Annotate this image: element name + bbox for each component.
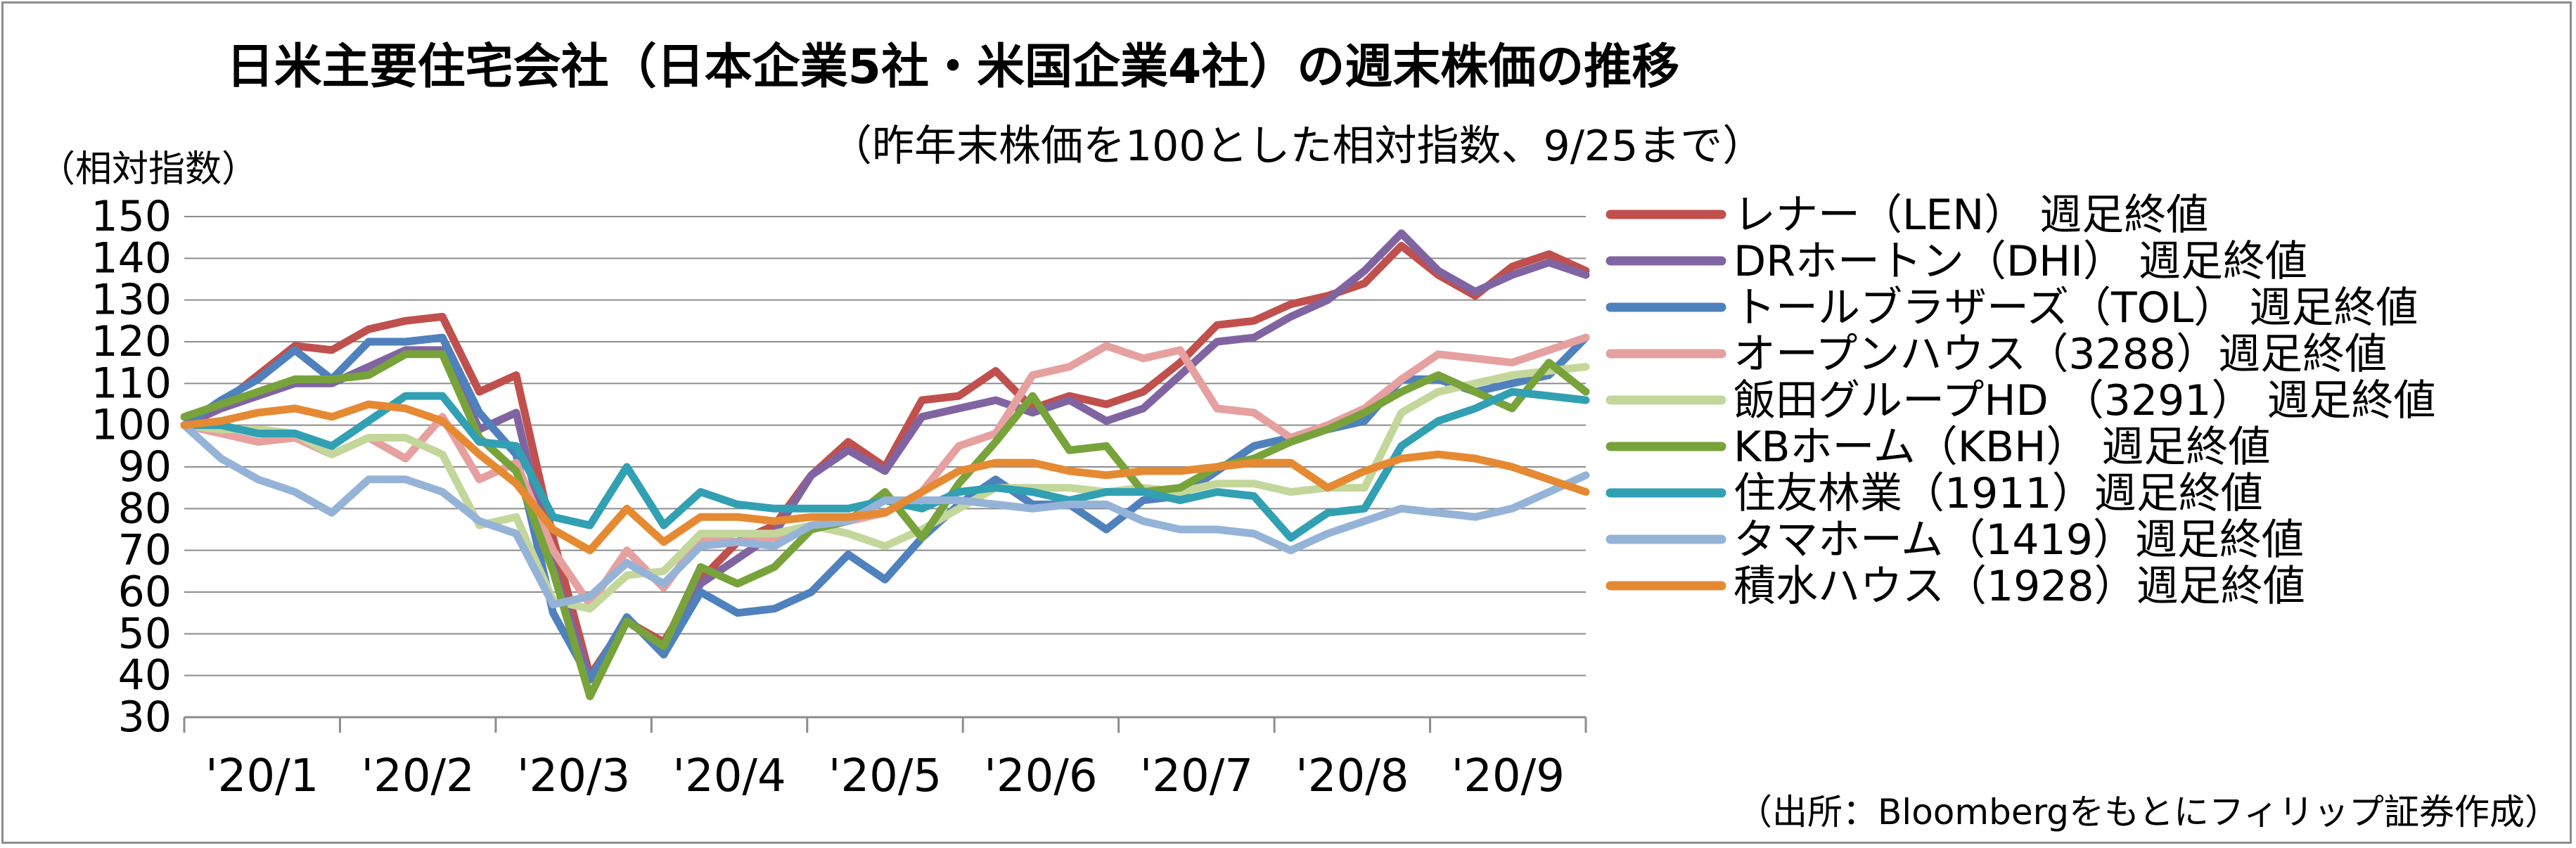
chart-subtitle: （昨年末株価を100とした相対指数、9/25まで）: [830, 122, 1764, 171]
x-axis-ticks: '20/1 '20/2 '20/3 '20/4 '20/5 '20/6 '20/7 '20/8…: [205, 750, 1565, 802]
series-line-5: [180, 363, 1590, 613]
y-tick-label: 60: [118, 567, 172, 617]
y-tick-label: 90: [118, 442, 172, 492]
legend-item: レナー（LEN） 週足終値: [1606, 191, 2208, 240]
y-axis-label: （相対指数）: [39, 148, 258, 191]
y-tick-label: 70: [118, 526, 172, 575]
series-line-8: [180, 421, 1590, 609]
series-line-9: [180, 400, 1590, 555]
legend-label: オープンハウス（3288）週足終値: [1734, 330, 2387, 379]
legend-label: タマホーム（1419）週足終値: [1734, 515, 2304, 565]
series-lines: [180, 229, 1590, 700]
y-tick-label: 130: [91, 276, 172, 325]
y-tick-label: 80: [118, 484, 172, 533]
y-tick-label: 30: [118, 693, 172, 742]
legend-item: DRホートン（DHI） 週足終値: [1606, 237, 2307, 286]
x-tick-label: '20/8: [1295, 750, 1409, 802]
series-line-3: [180, 333, 1590, 684]
y-tick-label: 140: [91, 233, 172, 283]
legend-item: 飯田グループHD （3291） 週足終値: [1606, 376, 2436, 425]
gridlines: [184, 216, 1586, 718]
legend-label: トールブラザーズ（TOL） 週足終値: [1734, 283, 2418, 333]
legend-item: 積水ハウス（1928）週足終値: [1606, 562, 2305, 611]
legend-item: タマホーム（1419）週足終値: [1606, 515, 2304, 565]
y-tick-label: 120: [91, 317, 172, 366]
y-tick-label: 100: [91, 401, 172, 450]
legend-label: 住友林業（1911）週足終値: [1734, 469, 2263, 518]
y-tick-label: 50: [118, 609, 172, 658]
x-tick-label: '20/2: [361, 750, 475, 802]
legend-label: 積水ハウス（1928）週足終値: [1734, 562, 2305, 611]
legend-label: 飯田グループHD （3291） 週足終値: [1734, 376, 2436, 425]
x-tick-label: '20/7: [1140, 750, 1253, 802]
legend-item: 住友林業（1911）週足終値: [1606, 469, 2263, 518]
legend-label: DRホートン（DHI） 週足終値: [1734, 237, 2307, 286]
x-tick-label: '20/3: [517, 750, 630, 802]
series-line-2: [180, 229, 1590, 684]
x-tick-label: '20/4: [672, 750, 786, 802]
x-axis: [183, 716, 1587, 733]
x-tick-label: '20/6: [984, 750, 1097, 802]
y-tick-label: 40: [118, 651, 172, 700]
y-tick-label: 150: [91, 192, 172, 241]
source-note: （出所：Bloombergをもとにフィリップ証券作成）: [1737, 792, 2560, 833]
y-tick-label: 110: [91, 359, 172, 408]
x-tick-label: '20/5: [828, 750, 942, 802]
legend-label: レナー（LEN） 週足終値: [1734, 191, 2208, 240]
legend-item: トールブラザーズ（TOL） 週足終値: [1606, 283, 2418, 333]
x-tick-label: '20/1: [205, 750, 319, 802]
chart-title: 日米主要住宅会社（日本企業5社・米国企業4社）の週末株価の推移: [226, 39, 1680, 95]
x-tick-label: '20/9: [1452, 750, 1565, 802]
legend-label: KBホーム（KBH） 週足終値: [1734, 423, 2270, 472]
legend-item: オープンハウス（3288）週足終値: [1606, 330, 2387, 379]
series-line-6: [180, 350, 1590, 700]
legend-item: KBホーム（KBH） 週足終値: [1606, 423, 2270, 472]
